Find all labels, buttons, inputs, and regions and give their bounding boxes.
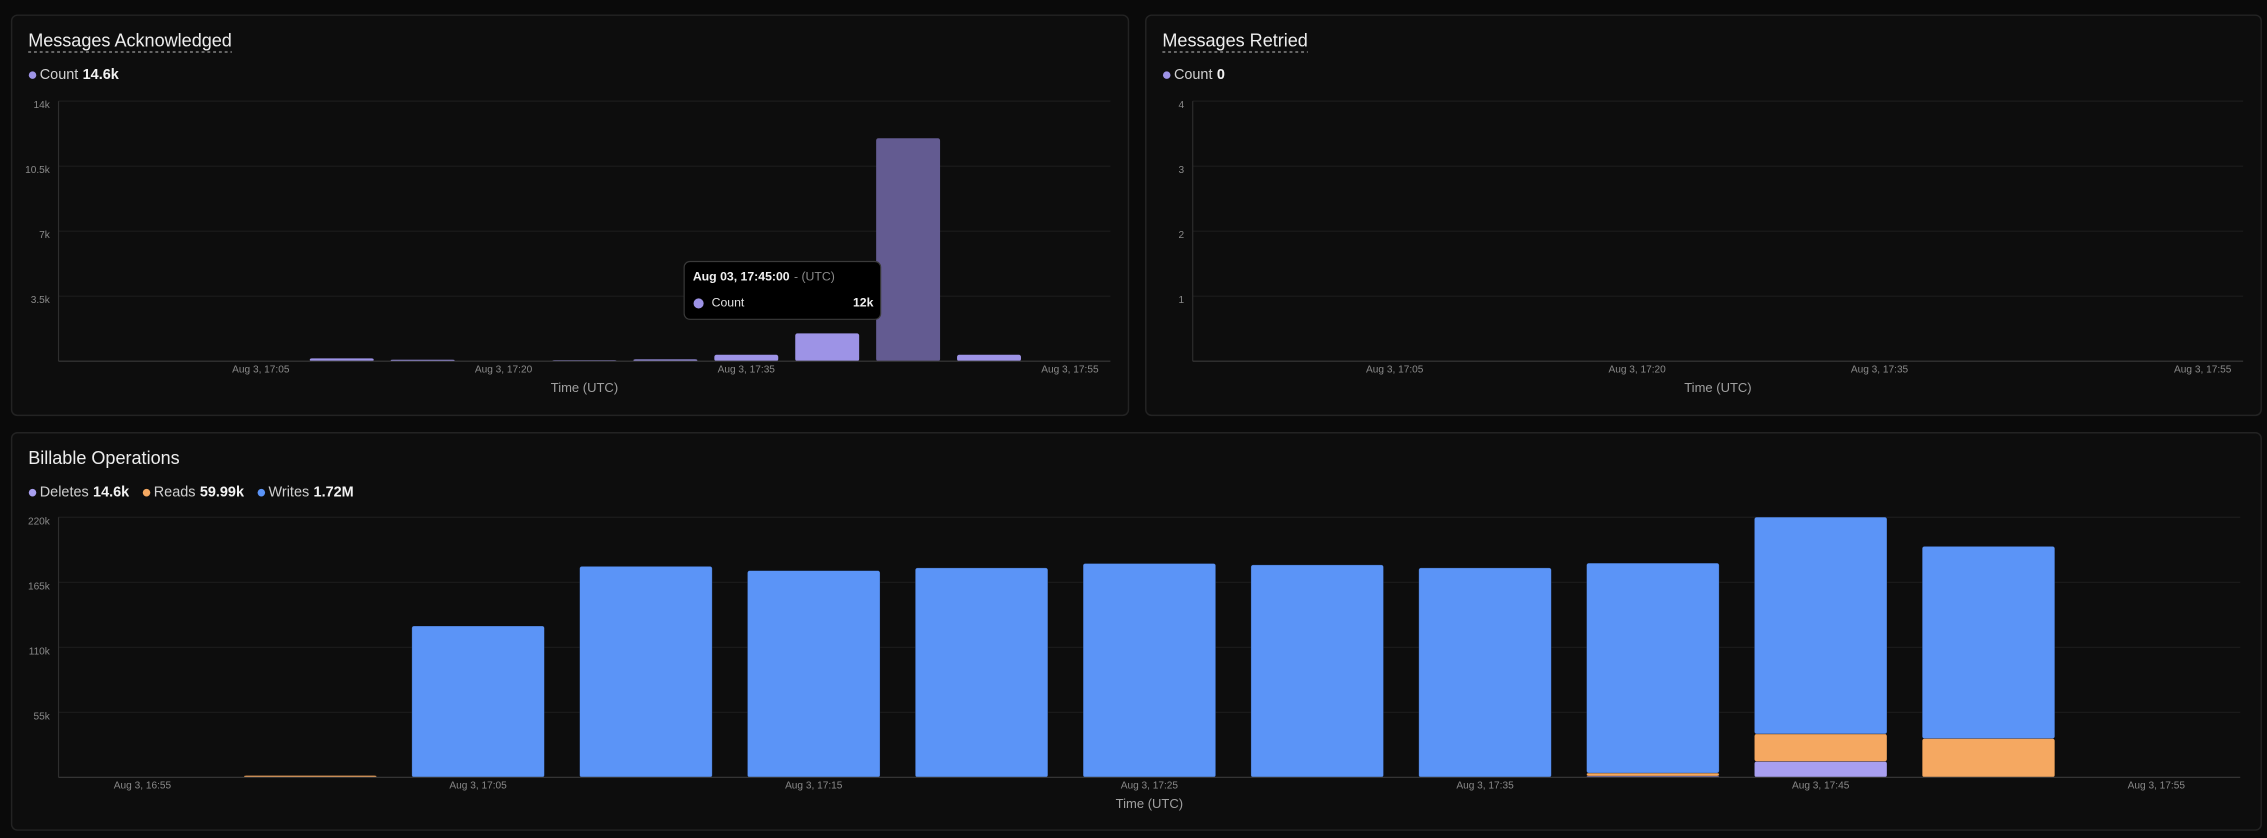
bar [914,567,1049,778]
panel [1145,14,2262,417]
bar [1250,564,1384,778]
legend-name: Count [1174,67,1213,83]
bar [714,354,779,362]
legend-dot [257,488,266,497]
legend-dot [28,71,37,79]
y-tick-label: 14k [34,100,51,111]
x-tick-label: Aug 3, 17:35 [1456,781,1514,792]
bar [876,138,941,362]
tooltip-title: Aug 03, 17:45:00 [693,270,790,284]
bar [795,333,860,362]
x-axis-title: Time (UTC) [1116,796,1183,811]
x-tick-label: Aug 3, 17:45 [1792,781,1850,792]
chart-title[interactable]: Messages Acknowledged [28,31,232,51]
y-tick-label: 7k [39,230,51,241]
chart-title: Billable Operations [28,448,179,468]
x-tick-label: Aug 3, 17:55 [1041,365,1099,376]
chart-title[interactable]: Messages Retried [1162,31,1307,51]
bar [957,354,1021,362]
x-tick-label: Aug 3, 17:35 [1851,365,1909,376]
tooltip-dot [693,298,704,309]
tooltip-suffix: - (UTC) [794,270,835,284]
x-tick-label: Aug 3, 16:55 [114,781,172,792]
x-tick-label: Aug 3, 17:35 [718,365,776,376]
x-axis-title: Time (UTC) [551,380,618,395]
tooltip-box [683,260,882,320]
legend-total: 0 [1217,67,1225,83]
x-tick-label: Aug 3, 17:55 [2174,365,2232,376]
legend-total: 14.6k [83,67,120,83]
x-tick-label: Aug 3, 17:05 [232,365,290,376]
bar [1921,545,2056,739]
bar [747,570,881,778]
legend-total: 14.6k [93,484,130,500]
x-tick-label: Aug 3, 17:15 [785,781,843,792]
legend-dot [1162,71,1171,79]
y-tick-label: 165k [28,581,51,592]
bar [1586,772,1720,777]
legend-total: 1.72M [314,484,354,500]
tooltip-label: Count [712,296,745,310]
bar [309,358,374,362]
y-tick-label: 4 [1178,100,1184,111]
bar [1082,563,1217,778]
bar [1418,567,1552,778]
x-tick-label: Aug 3, 17:55 [2128,781,2186,792]
legend-name: Deletes [40,484,89,500]
x-axis-title: Time (UTC) [1684,380,1751,395]
bar [411,625,545,778]
legend-dot [142,488,151,497]
y-tick-label: 2 [1178,230,1184,241]
legend-name: Count [40,67,79,83]
y-tick-label: 55k [34,711,51,722]
bar [1754,516,1888,735]
y-tick-label: 220k [28,516,51,527]
legend-name: Reads [154,484,196,500]
x-tick-label: Aug 3, 17:20 [1608,365,1666,376]
y-tick-label: 3.5k [31,295,51,306]
tooltip: Aug 03, 17:45:00 - (UTC) Count 12k [683,260,882,320]
x-tick-label: Aug 3, 17:20 [475,365,533,376]
y-tick-label: 3 [1178,165,1184,176]
bar [1754,760,1888,778]
y-tick-label: 10.5k [25,165,51,176]
tooltip-value: 12k [853,296,874,310]
y-tick-label: 110k [29,646,51,657]
y-tick-label: 1 [1178,295,1184,306]
legend-total: 59.99k [200,484,245,500]
x-tick-label: Aug 3, 17:25 [1121,781,1179,792]
x-tick-label: Aug 3, 17:05 [1366,365,1424,376]
bar [1754,733,1888,762]
bar [1921,738,2056,778]
x-tick-label: Aug 3, 17:05 [449,781,507,792]
legend-name: Writes [269,484,310,500]
legend-dot [28,488,37,497]
bar [1586,562,1720,774]
bar [579,566,713,778]
